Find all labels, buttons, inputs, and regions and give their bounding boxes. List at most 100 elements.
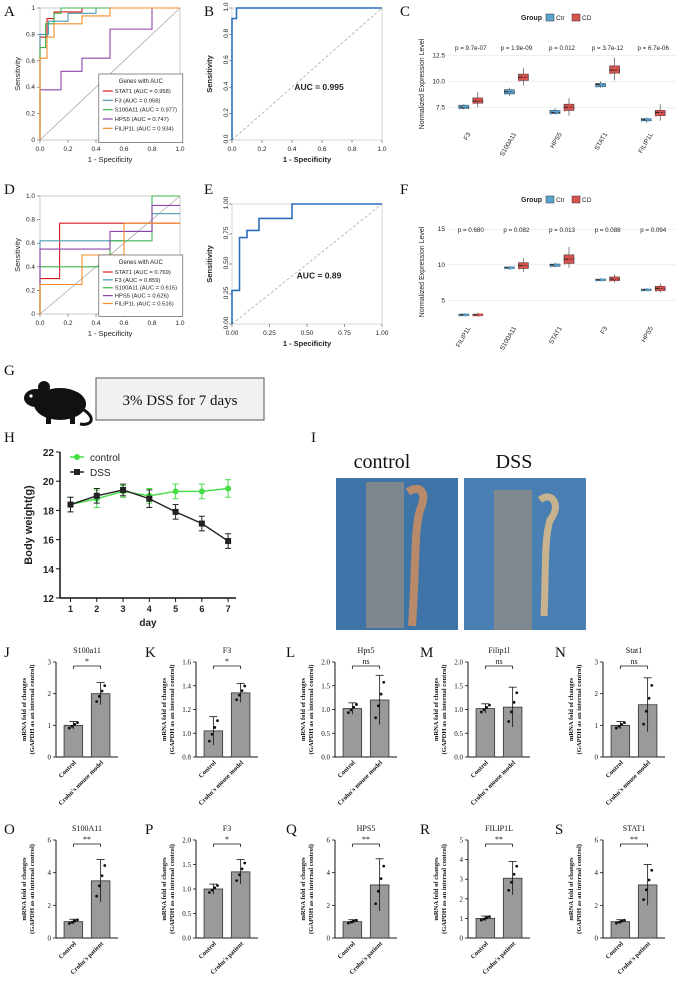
data-point [650, 868, 654, 872]
jitter-point-ctr [458, 107, 461, 110]
bar-chart-q: HPS5 0 2 4 6 mRNA fold of changes (GAPDH as an… [300, 824, 397, 976]
x-tick-label: Control [470, 759, 490, 779]
panel-label-k: K [145, 645, 156, 661]
y-tick-label: 2 [48, 902, 52, 910]
x-tick-label: FILIP1L [637, 131, 655, 155]
y-tick-label: 12 [43, 594, 55, 605]
y-tick-label: 0.50 [223, 256, 230, 269]
data-point [374, 902, 378, 906]
panel-label-d: D [4, 182, 15, 198]
y-tick-label: 1 [31, 5, 35, 12]
y-tick-label: 1.0 [321, 706, 330, 714]
y-tick-label: 4 [48, 869, 52, 877]
panel-label-o: O [4, 822, 15, 838]
legend-swatch-cd [571, 13, 581, 22]
y-axis-label-2: (GAPDH as an internal control) [29, 665, 36, 755]
jitter-point-cd [525, 76, 528, 79]
legend-swatch-ctr [545, 195, 555, 204]
y-tick-label: 5 [460, 837, 464, 845]
data-point [507, 720, 511, 723]
y-tick-label: 3 [460, 876, 464, 884]
significance-marker: ** [362, 835, 370, 844]
data-point [623, 721, 626, 724]
bar-chart-j: S100a11 0 1 2 3 mRNA fold of changes (GAPDH as… [21, 646, 118, 807]
significance-marker: ns [362, 657, 369, 666]
y-tick-label: 0.6 [223, 55, 230, 64]
data-point [213, 886, 217, 890]
data-point [67, 726, 71, 730]
x-tick-label: 3 [121, 604, 126, 614]
y-tick-label: 0.2 [26, 287, 35, 294]
legend-entry: STAT1 (AUC = 0.769) [115, 270, 171, 276]
jitter-point-ctr [549, 265, 553, 268]
x-tick-label: Control [198, 940, 218, 960]
y-tick-label: 0 [327, 935, 331, 943]
bar-control [475, 708, 496, 758]
p-value-label: p = 9.7e-07 [455, 45, 487, 52]
data-point [76, 721, 79, 724]
roc-curve-5 [39, 222, 180, 314]
legend-entry: FILIP1L (AUC = 0.516) [115, 301, 174, 307]
chart-title: FILIP1L [485, 824, 513, 833]
y-tick-label: 0.4 [223, 81, 230, 90]
data-point [647, 878, 651, 882]
jitter-point-cd [661, 113, 664, 117]
y-tick-label: 1 [48, 722, 52, 730]
photo-label-control: control [354, 451, 411, 473]
x-tick-label: 5 [173, 604, 178, 614]
jitter-point-ctr [641, 289, 644, 292]
jitter-point-cd [567, 105, 571, 109]
jitter-point-cd [613, 277, 616, 280]
jitter-point-cd [569, 261, 573, 264]
chart-title: Filip1l [488, 646, 510, 655]
y-tick-label: 1.0 [182, 886, 191, 894]
jitter-point-cd [518, 267, 521, 270]
jitter-point-cd [659, 111, 662, 114]
data-point [479, 918, 483, 922]
jitter-point-cd [472, 101, 475, 105]
roc-chart-a: 0.0 0.2 0.4 0.6 0.8 1.0 0 0.2 0.4 0.6 0.8 1 1 - Spec… [13, 5, 185, 164]
jitter-point-ctr [599, 278, 602, 281]
y-axis-label-2: (GAPDH as an internal control) [308, 665, 315, 755]
y-axis-label-2: (GAPDH as an internal control) [441, 844, 448, 934]
data-point [620, 919, 624, 923]
data-point [95, 700, 99, 704]
y-axis-label-2: (GAPDH as an internal control) [576, 844, 583, 934]
significance-marker: ** [495, 835, 503, 844]
y-tick-label: 1.5 [321, 682, 330, 690]
data-point [485, 916, 489, 920]
data-point [376, 889, 380, 893]
y-tick-label: 0.5 [454, 730, 463, 738]
x-tick-label: 0.4 [91, 320, 100, 327]
y-tick-label: 16 [43, 536, 55, 547]
y-tick-label: 1.5 [454, 682, 463, 690]
y-tick-label: 0 [31, 311, 35, 318]
x-tick-label: 0.6 [119, 146, 128, 153]
data-point [614, 921, 618, 925]
y-axis-label: Normalized Expression Level [419, 38, 426, 129]
data-point [382, 680, 386, 684]
data-point [642, 898, 646, 902]
jitter-point-ctr [508, 266, 511, 269]
x-tick-label: Control [337, 759, 357, 779]
jitter-point-cd [615, 71, 618, 74]
data-point [352, 705, 356, 709]
y-axis-label: mRNA fold of changes [161, 857, 168, 921]
data-point [515, 691, 519, 695]
p-value-label: p = 0.094 [640, 227, 667, 234]
data-point [207, 891, 211, 894]
data-point [76, 918, 79, 922]
jitter-point-cd [476, 313, 479, 316]
bar-control [342, 921, 363, 939]
data-point [379, 692, 383, 696]
data-point [509, 710, 513, 714]
jitter-point-cd [526, 262, 529, 266]
panel-label-j: J [4, 645, 10, 661]
legend-entry-ctr: Ctr [556, 197, 566, 204]
dss-treatment-box [95, 377, 265, 421]
panel-label-e: E [204, 182, 213, 198]
y-axis-label: Sensitivity [13, 57, 22, 91]
y-tick-label: 1 [460, 915, 464, 923]
jitter-point-ctr [555, 111, 559, 115]
x-tick-label: Control [337, 940, 357, 960]
